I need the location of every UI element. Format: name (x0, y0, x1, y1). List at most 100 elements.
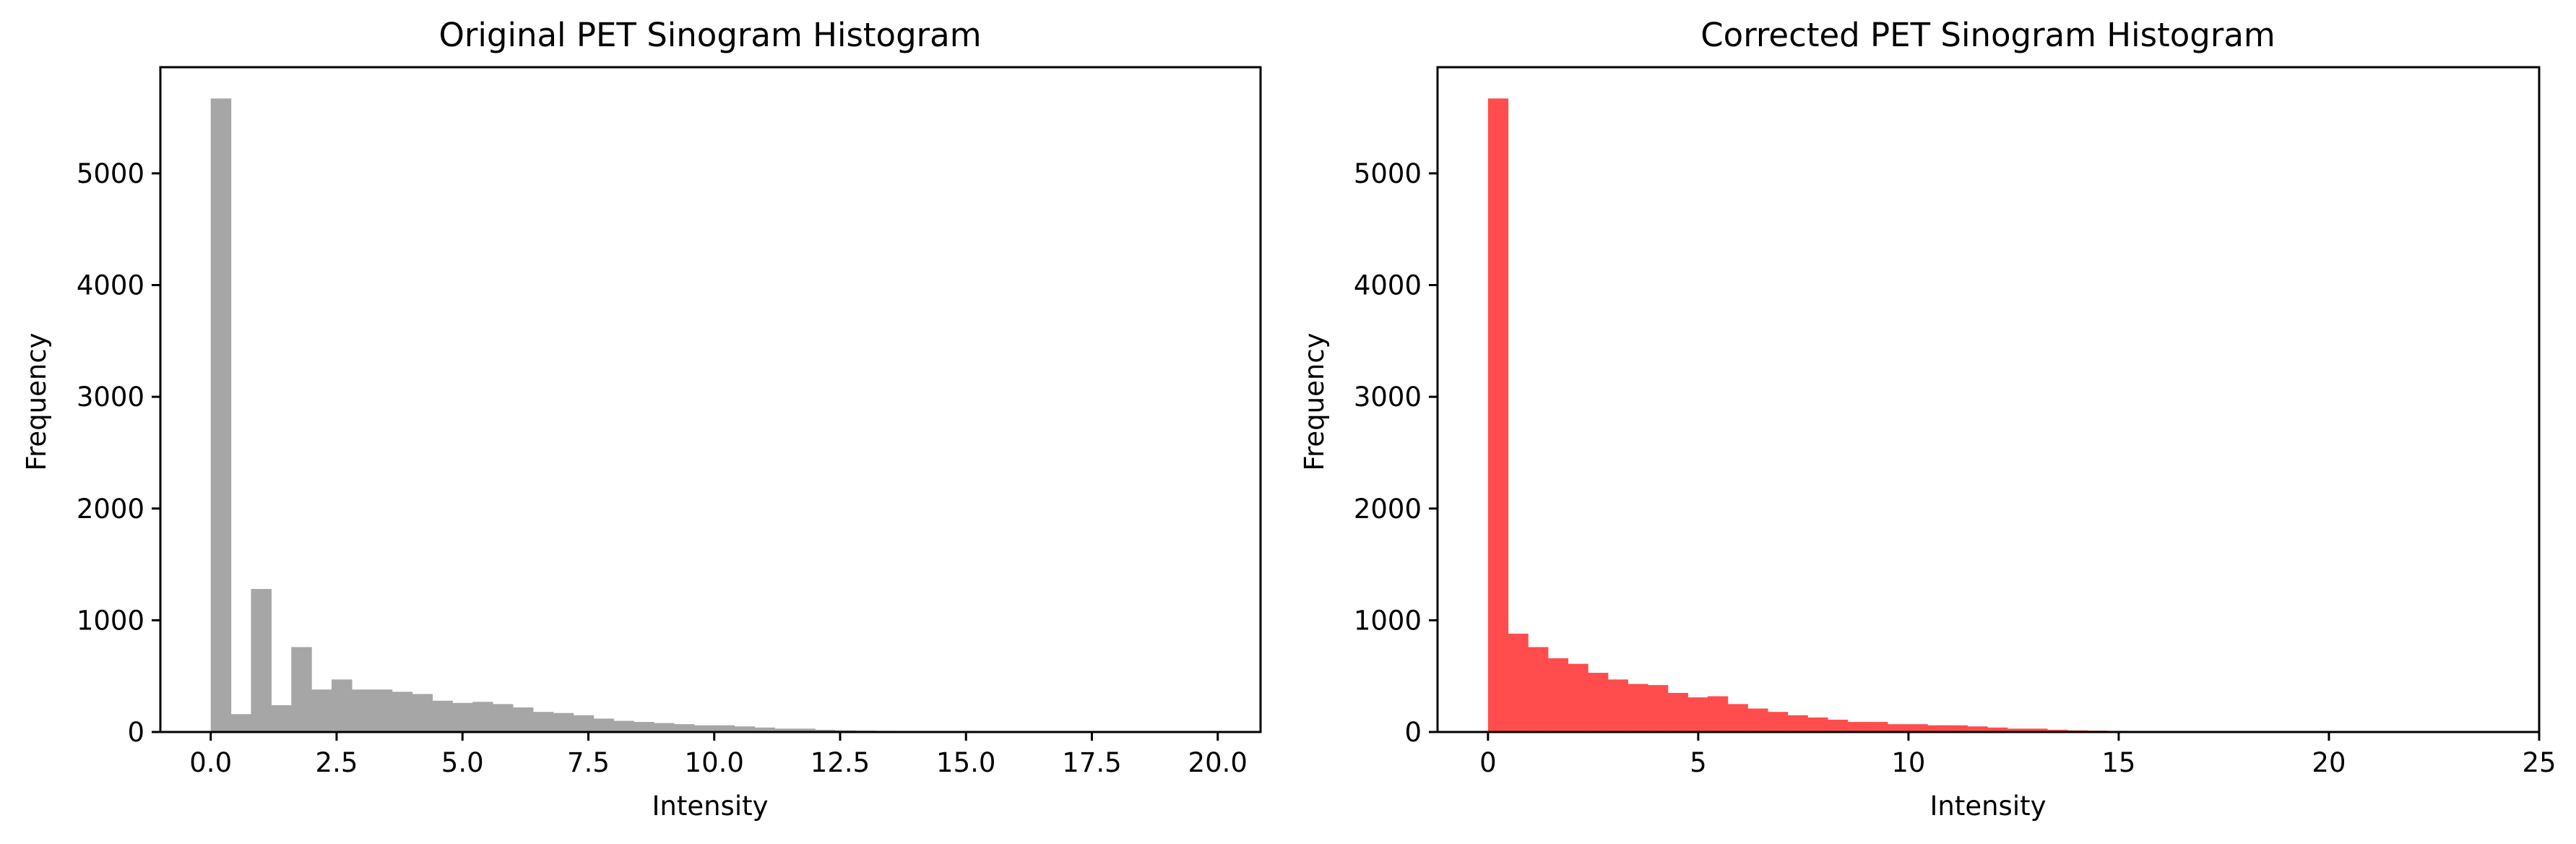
histogram-bars (210, 98, 1219, 733)
histogram-bar (331, 679, 353, 732)
histogram-bar (2027, 728, 2048, 732)
histogram-bar (1707, 696, 1729, 732)
histogram-bar (1947, 725, 1968, 732)
histogram-bar (654, 723, 675, 732)
histogram-bar (1528, 647, 1549, 732)
x-tick-label: 10 (1891, 747, 1925, 778)
histogram-bar (271, 705, 292, 732)
x-tick-label: 25 (2522, 747, 2556, 778)
plot-frame (159, 66, 1262, 733)
x-axis-label: Intensity (652, 791, 768, 822)
histogram-bar (230, 714, 252, 732)
y-tick-label: 3000 (1354, 382, 1422, 413)
histogram-bar (1588, 673, 1609, 732)
histogram-bar (1807, 717, 1828, 732)
y-tick-label: 2000 (77, 494, 144, 525)
histogram-bar (1987, 727, 2008, 732)
histogram-bar (251, 589, 272, 732)
histogram-bar (1767, 712, 1789, 732)
histogram-bar (1568, 663, 1589, 732)
plot-frame (1436, 66, 2541, 733)
y-tick-label: 0 (1404, 717, 1422, 748)
histogram-bar (472, 702, 493, 732)
x-tick-label: 20 (2312, 747, 2346, 778)
histogram-bar (1927, 725, 1948, 732)
histogram-bar (774, 728, 795, 732)
x-tick-label: 7.5 (567, 747, 610, 778)
histogram-bar (693, 725, 715, 732)
histogram-bar (1648, 685, 1669, 732)
histogram-bar (392, 692, 413, 732)
histogram-bar (634, 722, 654, 732)
chart-title: Original PET Sinogram Histogram (438, 16, 981, 54)
histogram-bar (1687, 697, 1708, 732)
histogram-bar (1887, 724, 1909, 732)
x-tick-label: 0 (1479, 747, 1497, 778)
y-axis-ticks: 0 1000 2000 3000 4000 5000 (77, 158, 160, 748)
histogram-bar (311, 689, 332, 732)
chart-title: Corrected PET Sinogram Histogram (1700, 16, 2275, 54)
y-tick-label: 1000 (77, 605, 144, 636)
histogram-bar (512, 707, 534, 732)
histogram-bar (673, 724, 695, 732)
histogram-bar (432, 700, 453, 732)
y-tick-label: 4000 (77, 270, 144, 301)
histogram-bar (493, 704, 514, 732)
y-tick-label: 3000 (77, 382, 144, 413)
histogram-bar (1628, 684, 1648, 732)
x-axis-ticks: 0.0 2.5 5.0 7.5 10.0 12.5 15.0 17.5 20.0 (189, 732, 1248, 778)
histogram-bar (1907, 724, 1928, 732)
histogram-bar (613, 720, 634, 732)
histogram-bar (1487, 98, 1509, 733)
x-tick-label: 15.0 (936, 747, 995, 778)
histogram-bar (1607, 679, 1628, 732)
histogram-bar (532, 712, 554, 732)
x-axis-label: Intensity (1929, 791, 2046, 822)
histogram-bar (1787, 715, 1808, 732)
x-axis-ticks: 0 5 10 15 20 25 (1479, 732, 2556, 778)
x-tick-label: 20.0 (1188, 747, 1248, 778)
x-tick-label: 15 (2101, 747, 2135, 778)
x-tick-label: 5.0 (441, 747, 484, 778)
histogram-bar (714, 725, 735, 732)
x-tick-label: 0.0 (189, 747, 232, 778)
histogram-bar (371, 689, 393, 732)
histogram-bar (593, 718, 614, 732)
histogram-bar (452, 702, 473, 732)
x-tick-label: 12.5 (811, 747, 870, 778)
histogram-bar (210, 98, 232, 733)
histogram-bar (1667, 692, 1688, 732)
y-tick-label: 5000 (77, 158, 144, 189)
histogram-bar (1747, 708, 1768, 732)
original-histogram-panel: Original PET Sinogram Histogram Intensit… (21, 16, 1262, 822)
histogram-bar (1867, 722, 1888, 732)
histogram-bar (1547, 658, 1569, 732)
y-axis-label: Frequency (21, 332, 52, 470)
histogram-bar (1847, 722, 1868, 732)
corrected-histogram-panel: Corrected PET Sinogram Histogram Intensi… (1299, 16, 2556, 822)
histogram-bar (412, 694, 433, 732)
histogram-bar (1827, 719, 1849, 732)
x-tick-label: 2.5 (316, 747, 358, 778)
histogram-bar (795, 728, 816, 732)
y-tick-label: 2000 (1354, 494, 1422, 525)
y-axis-ticks: 0 1000 2000 3000 4000 5000 (1354, 158, 1438, 748)
y-tick-label: 0 (127, 717, 144, 748)
histogram-bar (573, 715, 595, 732)
y-axis-label: Frequency (1299, 332, 1330, 470)
x-tick-label: 5 (1690, 747, 1707, 778)
histogram-bar (351, 689, 373, 732)
histogram-bar (754, 727, 775, 732)
histogram-bar (2046, 729, 2068, 732)
histogram-bars (1487, 98, 2487, 733)
histogram-bar (1727, 704, 1748, 732)
histogram-bar (1967, 726, 1988, 732)
histogram-bar (553, 712, 574, 732)
x-tick-label: 10.0 (685, 747, 744, 778)
y-tick-label: 1000 (1354, 605, 1422, 636)
histogram-bar (734, 726, 756, 732)
histogram-bar (1508, 633, 1529, 732)
histogram-bar (2007, 728, 2028, 732)
histogram-bar (815, 729, 836, 732)
